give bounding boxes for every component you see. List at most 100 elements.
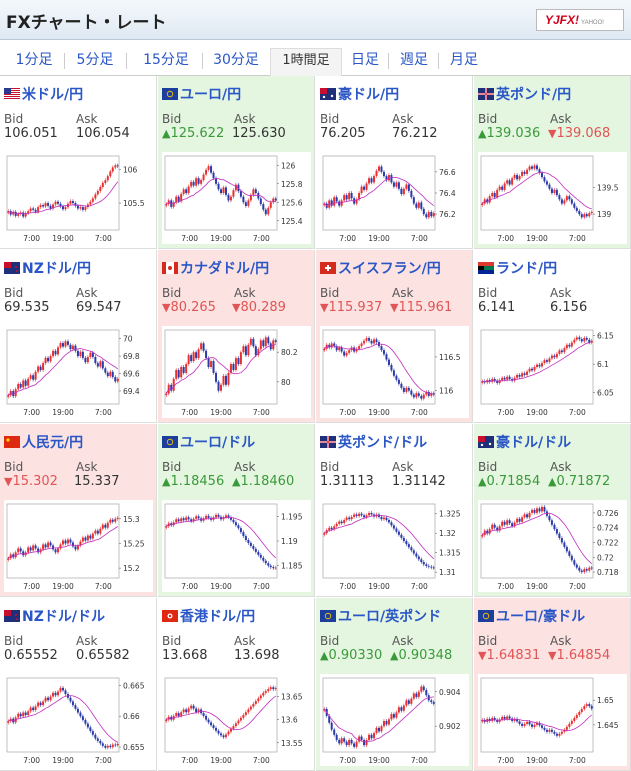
- price-chart[interactable]: 1.65 1.645 7:00 19:00 7:00: [478, 674, 627, 766]
- pair-name: ユーロ/豪ドル: [496, 609, 586, 625]
- price-chart[interactable]: 0.904 0.902 7:00 19:00 7:00: [320, 674, 469, 766]
- candle: [267, 563, 270, 566]
- candle: [430, 393, 433, 396]
- candle: [252, 703, 255, 707]
- candle: [382, 171, 385, 177]
- price-chart[interactable]: 1.325 1.32 1.315 1.31 7:00 19:00 7:00: [320, 500, 469, 592]
- candle: [192, 705, 195, 709]
- tab-separator: [126, 53, 127, 69]
- candle: [373, 733, 376, 739]
- pair-link[interactable]: ユーロ/英ポンド: [320, 606, 441, 626]
- rate-card[interactable]: ユーロ/ドル Bid Ask ▲1.18456 ▲1.18460 1.195 1.19 1.1…: [158, 424, 315, 597]
- pair-link[interactable]: 英ポンド/円: [478, 84, 571, 104]
- pair-link[interactable]: NZドル/円: [4, 258, 91, 278]
- candle: [267, 689, 270, 691]
- candle: [94, 194, 97, 199]
- candle: [513, 522, 516, 527]
- candle: [42, 701, 45, 706]
- price-chart[interactable]: 13.65 13.6 13.55 7:00 19:00 7:00: [162, 674, 311, 766]
- tab-7[interactable]: 月足: [450, 52, 478, 68]
- chart-frame: [164, 155, 278, 231]
- moving-average-line: [323, 696, 434, 743]
- candle: [538, 169, 541, 173]
- y-tick-label: 0.665: [123, 681, 145, 690]
- candle: [29, 208, 32, 212]
- pair-name: 香港ドル/円: [180, 609, 256, 625]
- pair-link[interactable]: ユーロ/ドル: [162, 432, 255, 452]
- price-chart[interactable]: 0.726 0.724 0.722 0.72 0.718 7:00 19:00 7:00: [478, 500, 627, 592]
- candle: [397, 707, 400, 713]
- price-chart[interactable]: 126 125.8 125.6 125.4 7:00 19:00 7:00: [162, 152, 311, 244]
- rate-card[interactable]: スイスフラン/円 Bid Ask ▼115.937 ▼115.961 116.5 116 7:…: [316, 250, 473, 423]
- price-chart[interactable]: 6.15 6.1 6.05 7:00 19:00 7:00: [478, 326, 627, 418]
- pair-link[interactable]: 香港ドル/円: [162, 606, 255, 626]
- candle: [217, 730, 220, 734]
- candle: [385, 176, 388, 181]
- rate-card[interactable]: ユーロ/豪ドル Bid Ask ▼1.64831 ▼1.64854 1.65 1.645 7:…: [474, 598, 631, 771]
- price-chart[interactable]: 0.665 0.66 0.655 7:00 19:00 7:00: [4, 674, 153, 766]
- rate-card[interactable]: ユーロ/英ポンド Bid Ask ▲0.90330 ▲0.90348 0.904 0.902…: [316, 598, 473, 771]
- pair-link[interactable]: 人民元/円: [4, 432, 83, 452]
- candle: [425, 391, 428, 395]
- price-chart[interactable]: 15.3 15.25 15.2 7:00 19:00 7:00: [4, 500, 153, 592]
- pair-link[interactable]: ユーロ/円: [162, 84, 241, 104]
- tab-2[interactable]: 15分足: [143, 52, 189, 68]
- candle: [29, 707, 32, 712]
- pair-link[interactable]: 豪ドル/ドル: [478, 432, 571, 452]
- candle: [244, 346, 247, 356]
- candle: [328, 715, 331, 723]
- price-chart[interactable]: 106 105.5 7:00 19:00 7:00: [4, 152, 153, 244]
- price-chart[interactable]: 139.5 139 7:00 19:00 7:00: [478, 152, 627, 244]
- rate-card[interactable]: NZドル/ドル Bid Ask 0.65552 0.65582 0.665 0.66 0.65…: [0, 598, 157, 771]
- yjfx-logo[interactable]: YJFX! YAHOO!: [536, 9, 624, 31]
- candle: [91, 731, 94, 735]
- rate-card[interactable]: 豪ドル/ドル Bid Ask ▲0.71854 ▲0.71872 0.726 0.724 0.…: [474, 424, 631, 597]
- tab-5[interactable]: 日足: [351, 52, 379, 68]
- candle: [247, 344, 250, 356]
- price-chart[interactable]: 76.6 76.4 76.2 7:00 19:00 7:00: [320, 152, 469, 244]
- tab-4[interactable]: 1時間足: [270, 48, 342, 76]
- y-tick-label: 1.185: [281, 562, 303, 571]
- price-chart[interactable]: 116.5 116 7:00 19:00 7:00: [320, 326, 469, 418]
- moving-average-line: [481, 512, 593, 565]
- price-chart[interactable]: 70 69.8 69.6 69.4 7:00 19:00 7:00: [4, 326, 153, 418]
- rate-card[interactable]: ユーロ/円 Bid Ask ▲125.622 125.630 126 125.8 125.6 1…: [158, 76, 315, 249]
- candle: [420, 395, 423, 399]
- candle: [64, 540, 67, 544]
- rate-card[interactable]: 米ドル/円 Bid Ask 106.051 106.054 106 105.5 7:00 19:…: [0, 76, 157, 249]
- pair-link[interactable]: 英ポンド/ドル: [320, 432, 427, 452]
- rate-card[interactable]: ランド/円 Bid Ask 6.141 6.156 6.15 6.1 6.05 7:00 19:0…: [474, 250, 631, 423]
- rate-card[interactable]: 英ポンド/円 Bid Ask ▲139.036 ▼139.068 139.5 139 7:00…: [474, 76, 631, 249]
- candle: [39, 702, 42, 706]
- pair-link[interactable]: スイスフラン/円: [320, 258, 441, 278]
- rate-card[interactable]: 人民元/円 Bid Ask ▼15.302 15.337 15.3 15.25 15.2 7:0…: [0, 424, 157, 597]
- pair-link[interactable]: 豪ドル/円: [320, 84, 399, 104]
- rate-card[interactable]: NZドル/円 Bid Ask 69.535 69.547 70 69.8 69.6 69.4 7:…: [0, 250, 157, 423]
- price-chart[interactable]: 80.2 80 7:00 19:00 7:00: [162, 326, 311, 418]
- candle: [29, 547, 32, 551]
- pair-link[interactable]: NZドル/ドル: [4, 606, 105, 626]
- tab-6[interactable]: 週足: [400, 52, 428, 68]
- tab-1[interactable]: 5分足: [76, 52, 114, 68]
- candle: [242, 196, 245, 203]
- rate-card[interactable]: カナダドル/円 Bid Ask ▼80.265 ▼80.289 80.2 80 7:00 19:…: [158, 250, 315, 423]
- tab-0[interactable]: 1分足: [15, 52, 53, 68]
- pair-link[interactable]: ユーロ/豪ドル: [478, 606, 585, 626]
- rate-card[interactable]: 豪ドル/円 Bid Ask 76.205 76.212 76.6 76.4 76.2 7:00 1…: [316, 76, 473, 249]
- bid-value: ▼80.265: [162, 300, 216, 315]
- rate-card[interactable]: 英ポンド/ドル Bid Ask 1.31113 1.31142 1.325 1.32 1.31…: [316, 424, 473, 597]
- pair-link[interactable]: ランド/円: [478, 258, 557, 278]
- candle: [570, 720, 573, 724]
- candle: [575, 715, 578, 718]
- rate-card[interactable]: 香港ドル/円 Bid Ask 13.668 13.698 13.65 13.6 13.55 7:…: [158, 598, 315, 771]
- candle: [165, 393, 168, 396]
- pair-link[interactable]: カナダドル/円: [162, 258, 269, 278]
- bid-label: Bid: [4, 460, 24, 474]
- candle: [76, 205, 79, 209]
- candle: [262, 340, 265, 347]
- price-chart[interactable]: 1.195 1.19 1.185 7:00 19:00 7:00: [162, 500, 311, 592]
- candle: [355, 348, 358, 352]
- pair-link[interactable]: 米ドル/円: [4, 84, 83, 104]
- tab-3[interactable]: 30分足: [213, 52, 259, 68]
- candle: [79, 541, 82, 546]
